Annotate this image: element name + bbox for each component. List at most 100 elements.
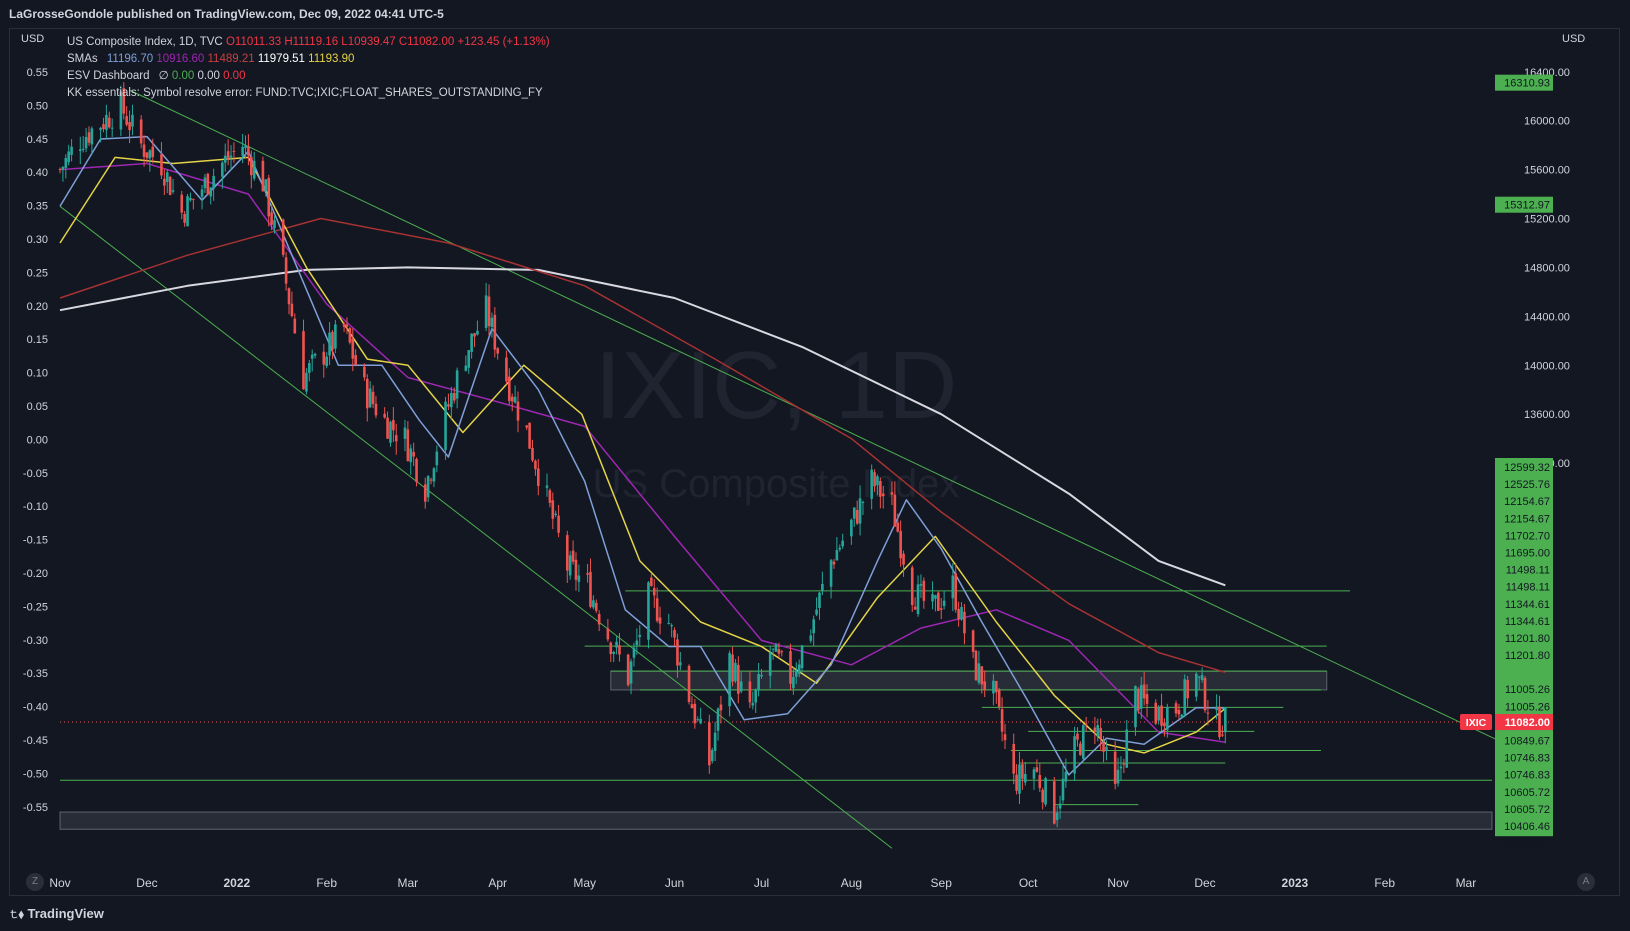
candle bbox=[1102, 735, 1105, 763]
price-tag-bg bbox=[1495, 196, 1553, 213]
candle-body bbox=[345, 324, 349, 327]
candle-body bbox=[365, 378, 369, 409]
candle-body bbox=[876, 476, 879, 486]
left-scale-button[interactable]: Z bbox=[26, 873, 44, 891]
candle-body bbox=[261, 160, 265, 192]
symbol-tag-bg bbox=[1460, 714, 1492, 731]
candle-body bbox=[757, 674, 760, 691]
candle bbox=[1218, 695, 1221, 740]
candle bbox=[374, 396, 378, 419]
candle-body bbox=[873, 472, 876, 487]
candle bbox=[371, 385, 375, 409]
candle bbox=[1038, 763, 1042, 792]
symbol-legend-row[interactable]: US Composite Index, 1D, TVC O11011.33 H1… bbox=[67, 34, 550, 51]
sma-legend-row[interactable]: SMAs 11196.70 10916.60 11489.21 11979.51… bbox=[67, 51, 550, 68]
candle bbox=[670, 623, 673, 638]
candle-body bbox=[1125, 729, 1129, 768]
ohlc-close: C11082.00 bbox=[398, 36, 455, 48]
left-axis-tick: 0.50 bbox=[27, 100, 48, 112]
tradingview-logo[interactable]: 𝚝⬧ TradingView bbox=[10, 906, 104, 922]
ohlc-open: O11011.33 bbox=[225, 36, 282, 48]
candle bbox=[484, 282, 488, 331]
kk-error-row[interactable]: KK essentials: Symbol resolve error: FUN… bbox=[67, 85, 550, 102]
candle-body bbox=[594, 602, 598, 611]
candle-body bbox=[487, 296, 491, 327]
candle bbox=[342, 322, 346, 333]
candle bbox=[997, 687, 1001, 711]
candle-body bbox=[609, 642, 613, 655]
candle bbox=[652, 579, 656, 608]
right-axis-tick: 16000.00 bbox=[1524, 116, 1570, 128]
candle bbox=[650, 574, 653, 587]
candle bbox=[1096, 718, 1100, 742]
candle-body bbox=[977, 663, 981, 683]
candle-body bbox=[913, 606, 917, 610]
candle bbox=[754, 688, 758, 714]
candle bbox=[252, 151, 256, 181]
candle bbox=[229, 145, 233, 170]
candle bbox=[81, 135, 85, 153]
candle bbox=[1139, 676, 1143, 719]
candle bbox=[444, 396, 447, 460]
candle bbox=[618, 632, 621, 662]
footer-bar bbox=[0, 896, 1630, 931]
candle bbox=[58, 167, 62, 174]
candle-body bbox=[247, 146, 250, 156]
left-axis-tick: 0.55 bbox=[27, 67, 48, 79]
candle-body bbox=[226, 151, 230, 160]
price-tag-stack-item: 11201.80 bbox=[1505, 650, 1550, 662]
candle bbox=[1084, 716, 1088, 732]
candle bbox=[1061, 765, 1065, 804]
candle bbox=[151, 138, 155, 164]
candle bbox=[244, 135, 247, 159]
candle-body bbox=[165, 172, 169, 182]
candle bbox=[980, 666, 984, 694]
candle-body bbox=[528, 422, 531, 449]
candle bbox=[577, 564, 581, 592]
candle bbox=[139, 115, 143, 149]
esv-legend-row[interactable]: ESV Dashboard ∅ 0.00 0.00 0.00 bbox=[67, 68, 550, 85]
candle bbox=[1142, 672, 1146, 706]
candle-body bbox=[777, 649, 781, 654]
candle-body bbox=[403, 427, 407, 439]
price-tag-stack-item: 10346.17 bbox=[1504, 838, 1550, 850]
candle bbox=[389, 420, 392, 447]
left-axis-tick: 0.05 bbox=[27, 401, 48, 413]
price-tag-stack-item: 11201.80 bbox=[1505, 633, 1550, 645]
candle-body bbox=[838, 547, 842, 550]
candle bbox=[716, 707, 720, 741]
candle-body bbox=[902, 553, 905, 565]
candle-body bbox=[505, 357, 508, 382]
candle bbox=[873, 469, 876, 492]
candle bbox=[1166, 703, 1169, 738]
candle bbox=[99, 126, 102, 143]
candle bbox=[345, 317, 349, 335]
candle bbox=[693, 699, 697, 729]
candle bbox=[780, 650, 784, 657]
candle bbox=[128, 110, 131, 144]
left-axis-tick: -0.20 bbox=[23, 568, 48, 580]
candle bbox=[1186, 676, 1189, 707]
candle-body bbox=[647, 582, 650, 640]
price-tag-stack-item: 12154.67 bbox=[1504, 513, 1550, 525]
candle-body bbox=[264, 179, 268, 192]
candle bbox=[812, 615, 815, 647]
auto-scale-button[interactable]: A bbox=[1577, 873, 1595, 891]
price-tag-stack-item: 10746.83 bbox=[1504, 770, 1550, 782]
candle bbox=[861, 500, 865, 515]
current-price-bg bbox=[1495, 714, 1553, 731]
candle-body bbox=[102, 124, 105, 130]
candle bbox=[1125, 719, 1129, 768]
candle bbox=[1000, 697, 1004, 742]
candle-body bbox=[287, 288, 291, 305]
time-axis-label: 2022 bbox=[223, 876, 250, 890]
candle bbox=[615, 636, 618, 655]
time-axis-label: Sep bbox=[931, 876, 953, 890]
candle-body bbox=[406, 429, 410, 461]
candle-body bbox=[879, 480, 882, 497]
price-tags: 16310.93 15312.97 12599.32 12525.76 12154.67… bbox=[1460, 74, 1553, 850]
price-tag-stack-item: 10849.67 bbox=[1504, 736, 1550, 748]
right-axis-tick: 14800.00 bbox=[1524, 262, 1570, 274]
sma-red-line bbox=[59, 217, 1226, 674]
